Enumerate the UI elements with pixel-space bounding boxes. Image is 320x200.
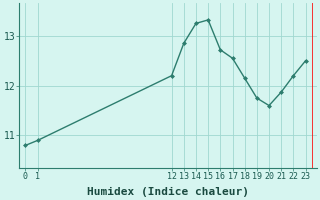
X-axis label: Humidex (Indice chaleur): Humidex (Indice chaleur) (87, 186, 249, 197)
